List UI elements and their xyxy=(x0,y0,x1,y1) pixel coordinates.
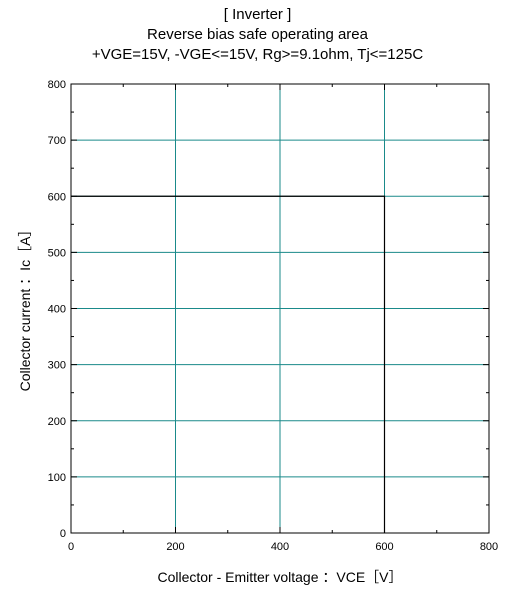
soa-boundary-line xyxy=(71,195,386,533)
y-tick-label: 200 xyxy=(48,416,66,428)
plot-frame xyxy=(70,83,490,534)
x-tick-label: 800 xyxy=(480,541,498,553)
y-tick-label: 400 xyxy=(48,304,66,316)
chart-title: [ Inverter ] xyxy=(223,6,292,23)
x-tick-label: 400 xyxy=(271,541,289,553)
y-tick-label: 500 xyxy=(48,247,66,259)
chart-subtitle-1: Reverse bias safe operating area xyxy=(147,26,368,43)
y-tick-label: 0 xyxy=(60,528,66,540)
x-axis-label: Collector - Emitter voltage ：VCE［V］ xyxy=(157,569,403,585)
chart-subtitle-2: +VGE=15V, -VGE<=15V, Rg>=9.1ohm, Tj<=125… xyxy=(91,46,424,63)
y-tick-label: 600 xyxy=(48,191,66,203)
x-tick-label: 200 xyxy=(166,541,184,553)
y-tick-label: 100 xyxy=(48,472,66,484)
x-tick-label: 600 xyxy=(375,541,393,553)
y-axis-label: Collector current ：Ic［A］ xyxy=(17,222,33,392)
x-tick-label: 0 xyxy=(68,541,74,553)
y-tick-label: 800 xyxy=(48,79,66,91)
y-tick-label: 700 xyxy=(48,135,66,147)
y-tick-label: 300 xyxy=(48,360,66,372)
